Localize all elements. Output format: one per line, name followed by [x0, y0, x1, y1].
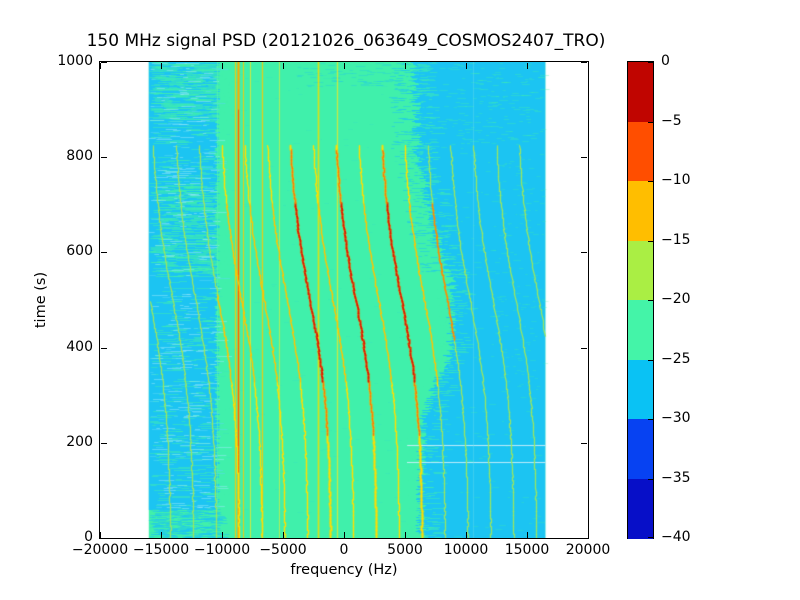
colorbar-tick-label: −10 [661, 172, 691, 188]
y-tick-label: 400 [66, 338, 93, 355]
colorbar-tick-mark [648, 240, 653, 242]
colorbar-band [628, 121, 653, 182]
x-tick-mark-top [283, 63, 284, 69]
y-tick-mark-right [581, 62, 587, 63]
colorbar-tick-mark [648, 62, 653, 63]
x-tick-label: −15000 [132, 542, 190, 558]
colorbar-band [628, 181, 653, 241]
x-tick-mark [527, 532, 528, 538]
x-tick-label: 20000 [565, 542, 611, 558]
x-tick-mark [588, 532, 589, 538]
x-tick-mark-top [405, 63, 406, 69]
x-tick-label: −20000 [71, 542, 129, 558]
y-tick-label: 600 [66, 243, 93, 260]
colorbar-tick-mark [648, 181, 653, 182]
colorbar-tick-label: −5 [661, 112, 682, 129]
colorbar-band [628, 240, 653, 301]
colorbar-tick-mark [648, 419, 653, 420]
x-tick-mark [100, 532, 101, 538]
colorbar-tick-label: −40 [661, 529, 691, 545]
colorbar-tick-label: −25 [661, 350, 691, 367]
x-tick-label: −5000 [259, 542, 307, 558]
colorbar-tick-mark [648, 537, 653, 538]
x-tick-mark [222, 532, 223, 538]
y-tick-mark-right [581, 347, 587, 349]
x-tick-mark [466, 532, 467, 538]
x-tick-mark-top [527, 63, 528, 69]
y-tick-mark [101, 157, 107, 159]
x-tick-mark [283, 532, 284, 538]
x-tick-mark [344, 532, 345, 538]
colorbar-tick-label: −20 [661, 291, 691, 307]
spectrogram-heatmap [100, 62, 588, 538]
colorbar-band [628, 419, 653, 479]
x-tick-label: −10000 [193, 542, 251, 558]
x-tick-label: 10000 [443, 542, 489, 558]
colorbar-tick-mark [648, 478, 653, 480]
y-tick-mark-right [581, 157, 587, 159]
colorbar-tick-label: 0 [661, 53, 670, 69]
x-tick-mark-top [222, 63, 223, 69]
x-tick-label: 15000 [504, 542, 550, 558]
x-tick-mark [405, 532, 406, 538]
x-tick-mark [161, 532, 162, 538]
colorbar-band [628, 478, 653, 539]
colorbar-tick-label: −30 [661, 410, 691, 426]
x-tick-label: 0 [339, 542, 349, 558]
colorbar-band [628, 359, 653, 420]
colorbar-tick-mark [648, 300, 653, 301]
y-tick-mark-right [581, 442, 587, 444]
y-tick-label: 1000 [57, 53, 93, 69]
plot-title: 150 MHz signal PSD (20121026_063649_COSM… [86, 31, 606, 51]
y-tick-label: 800 [66, 148, 93, 165]
colorbar-band [628, 300, 653, 360]
y-tick-mark-right [581, 252, 587, 254]
y-tick-mark [101, 347, 107, 349]
y-tick-mark [101, 62, 107, 63]
x-tick-mark-top [100, 63, 101, 69]
y-tick-mark [101, 538, 107, 539]
x-tick-label: 5000 [387, 542, 423, 558]
x-tick-mark-top [588, 63, 589, 69]
y-tick-label: 0 [84, 529, 93, 545]
y-tick-mark-right [581, 538, 587, 539]
colorbar-tick-label: −15 [661, 231, 691, 248]
x-axis-label: frequency (Hz) [290, 562, 398, 578]
colorbar-band [628, 62, 653, 122]
x-tick-mark-top [466, 63, 467, 69]
colorbar-tick-mark [648, 359, 653, 361]
colorbar-tick-label: −35 [661, 469, 691, 486]
x-tick-mark-top [161, 63, 162, 69]
y-tick-mark [101, 442, 107, 444]
colorbar-tick-mark [648, 121, 653, 123]
y-tick-label: 200 [66, 433, 93, 450]
x-tick-mark-top [344, 63, 345, 69]
y-tick-mark [101, 252, 107, 254]
y-axis-label: time (s) [33, 271, 49, 329]
